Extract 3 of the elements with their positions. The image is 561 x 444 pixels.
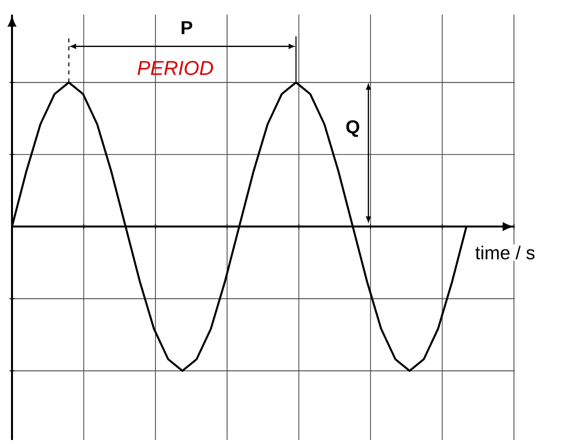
text: P — [182, 21, 192, 34]
annotation: Q — [346, 120, 360, 137]
x-axis-title: time / s — [475, 246, 535, 260]
